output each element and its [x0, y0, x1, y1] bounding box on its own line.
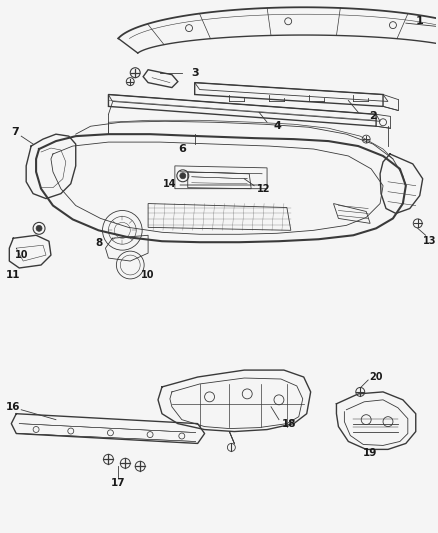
- Text: 7: 7: [11, 127, 19, 137]
- Text: 11: 11: [6, 270, 21, 280]
- Circle shape: [36, 225, 42, 231]
- Text: 14: 14: [163, 179, 177, 189]
- Text: 20: 20: [369, 372, 383, 382]
- Text: 2: 2: [369, 111, 377, 122]
- Text: 19: 19: [363, 448, 378, 458]
- Text: 18: 18: [282, 418, 296, 429]
- Text: 6: 6: [178, 144, 186, 154]
- Text: 1: 1: [416, 16, 424, 26]
- Text: 10: 10: [14, 250, 28, 260]
- Text: 13: 13: [423, 236, 436, 246]
- Circle shape: [180, 173, 186, 179]
- Text: 17: 17: [111, 478, 126, 488]
- Text: 12: 12: [258, 184, 271, 193]
- Text: 8: 8: [95, 238, 102, 248]
- Text: 3: 3: [191, 68, 198, 78]
- Text: 10: 10: [141, 270, 155, 280]
- Text: 4: 4: [273, 121, 281, 131]
- Text: 16: 16: [6, 402, 21, 412]
